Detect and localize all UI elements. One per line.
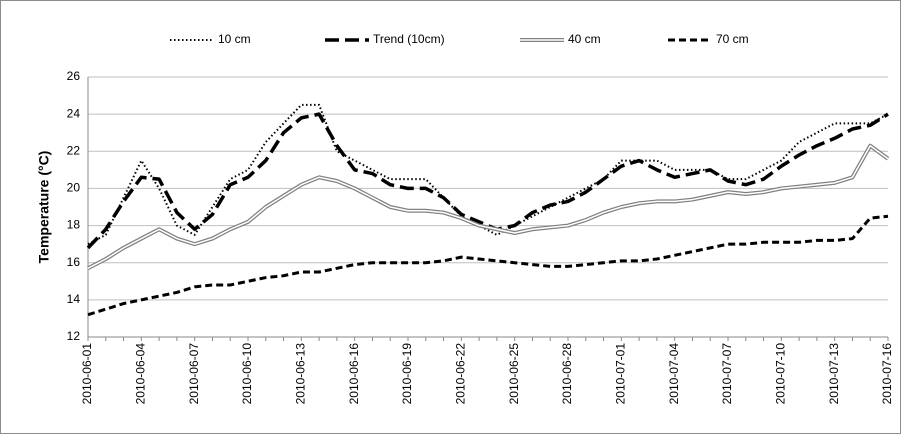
y-tick-label: 20 [67, 181, 81, 195]
x-tick-label: 2010-06-10 [240, 343, 254, 405]
legend-label: 10 cm [218, 32, 251, 46]
y-tick-label: 22 [67, 143, 81, 157]
x-tick-label: 2010-07-04 [667, 343, 681, 405]
legend-label: 70 cm [716, 32, 749, 46]
x-tick-label: 2010-07-01 [614, 343, 628, 405]
x-tick-label: 2010-06-13 [294, 343, 308, 405]
y-tick-label: 12 [67, 329, 81, 343]
x-tick-label: 2010-06-01 [80, 343, 94, 405]
y-tick-label: 18 [67, 218, 81, 232]
series-line [87, 103, 889, 246]
y-tick-label: 16 [67, 255, 81, 269]
x-tick-label: 2010-06-22 [454, 343, 468, 405]
x-tick-label: 2010-06-25 [507, 343, 521, 405]
y-tick-label: 24 [67, 106, 81, 120]
x-tick-label: 2010-07-10 [774, 343, 788, 405]
x-tick-label: 2010-06-19 [400, 343, 414, 405]
series-line [86, 112, 889, 250]
legend-label: 40 cm [568, 32, 601, 46]
series-line [87, 214, 889, 317]
y-tick-label: 14 [67, 292, 81, 306]
legend-label: Trend (10cm) [373, 32, 445, 46]
x-tick-label: 2010-07-07 [720, 343, 734, 405]
y-tick-label: 26 [67, 69, 81, 83]
x-tick-label: 2010-07-16 [880, 343, 894, 405]
y-axis-title: Temperature (°C) [36, 151, 52, 264]
x-tick-label: 2010-06-16 [347, 343, 361, 405]
x-tick-label: 2010-06-28 [560, 343, 574, 405]
x-tick-label: 2010-07-13 [827, 343, 841, 405]
series-line-inner [87, 144, 889, 269]
x-tick-label: 2010-06-07 [187, 343, 201, 405]
x-tick-label: 2010-06-04 [134, 343, 148, 405]
